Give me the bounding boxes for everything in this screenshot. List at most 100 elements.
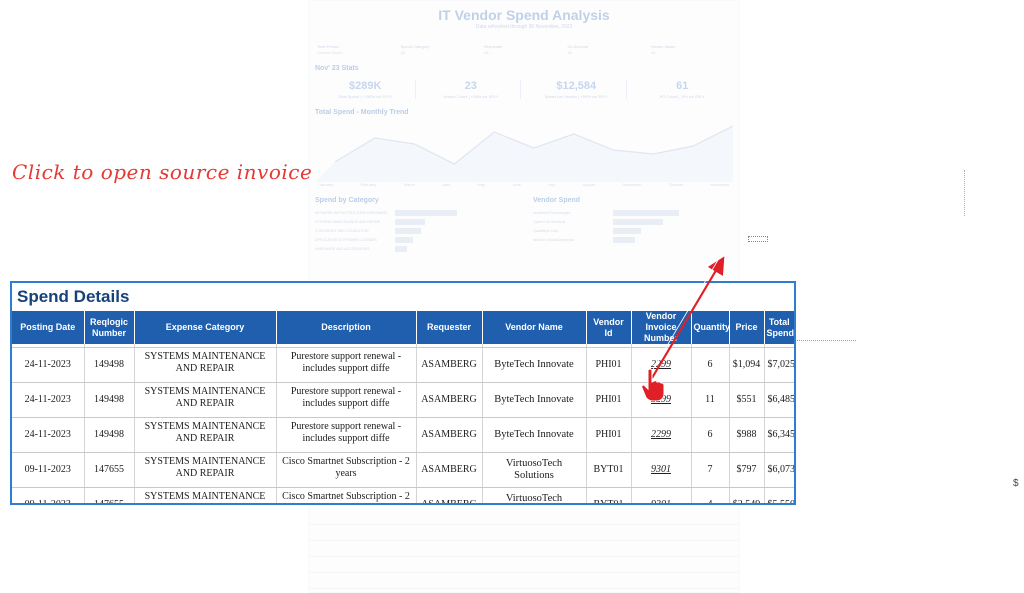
vendor-name-cell: ByteTech Innovate [482, 417, 587, 453]
filter-label: Time Period [317, 44, 339, 49]
table-row [309, 509, 739, 525]
column-header-price[interactable]: Price [729, 311, 765, 344]
quantity-cell: 11 [691, 382, 730, 418]
category-bar [395, 245, 407, 252]
dashboard-subtitle: Data refreshed through 30 November, 2023 [475, 24, 573, 30]
column-header-description[interactable]: Description [276, 311, 417, 344]
filter-value: Current Month [317, 50, 343, 55]
column-header-total-spend[interactable]: Total Spend [764, 311, 794, 344]
description-cell: Purestore support renewal - includes sup… [276, 382, 417, 418]
column-header-expense-category[interactable]: Expense Category [134, 311, 277, 344]
description-cell: Purestore support renewal - includes sup… [276, 347, 417, 383]
kpi-value: 23 [464, 80, 477, 92]
filter-value: All [400, 50, 405, 55]
category-bar-row[interactable]: APPLICATION SOFTWARE LICENSES [315, 235, 515, 244]
dashboard-title: IT Vendor Spend Analysis [438, 7, 610, 23]
month-label: February [360, 182, 377, 187]
kpi-label: Spend per Vendor | +99% v/s SPLY [544, 94, 608, 99]
vendor-label: InnoWorld Technologies [533, 210, 571, 215]
posting-date-cell: 24-11-2023 [12, 417, 85, 453]
requester-cell: ASAMBERG [416, 452, 483, 488]
filter-label: Requester [484, 44, 503, 49]
description-cell: Cisco Smartnet Subscription - 2 years [276, 452, 417, 488]
filter-value: All [484, 50, 489, 55]
category-bar-row[interactable]: NETWORK INFRASTRUCTURE HARDWARE [315, 208, 515, 217]
vendor-name-cell: ByteTech Innovate [482, 382, 587, 418]
table-row [309, 525, 739, 541]
table-row [309, 557, 739, 573]
column-header-reqlogic-number[interactable]: Reqlogic Number [84, 311, 135, 344]
expense-category-cell: SYSTEMS MAINTENANCE AND REPAIR [134, 487, 277, 503]
posting-date-cell: 24-11-2023 [12, 382, 85, 418]
column-header-requester[interactable]: Requester [416, 311, 483, 344]
stats-title: Nov' 23 Stats [315, 65, 359, 72]
vendor-id-cell: BYT01 [586, 487, 632, 503]
vendor-bar [613, 209, 679, 216]
category-bar [395, 209, 457, 216]
vendor-bar-row[interactable]: InnoWorld Technologies [533, 208, 733, 217]
reqlogic-number-cell: 149498 [84, 382, 135, 418]
filter-bar: Time Period Current Month Spend Category Al… [309, 30, 739, 55]
requester-cell: ASAMBERG [416, 382, 483, 418]
trend-months: January February March April May June July Augu… [309, 182, 739, 187]
total-spend-cell: $6,073 [764, 452, 794, 488]
filter-label: Spend Category [400, 44, 430, 49]
category-title: Spend by Category [315, 197, 379, 204]
requester-cell: ASAMBERG [416, 417, 483, 453]
month-label: January [319, 182, 334, 187]
filter-value: All [567, 50, 572, 55]
vendor-bar-row[interactable]: CyberCore Solutions [533, 217, 733, 226]
category-label: HARDWARE AND ACCESSORIES [315, 246, 370, 251]
column-header-vendor-name[interactable]: Vendor Name [482, 311, 587, 344]
filter-3[interactable]: GL Account All [568, 44, 648, 55]
vendor-id-cell: PHI01 [586, 347, 632, 383]
category-bar-row[interactable]: IT ADVISORY AND CONSULTING [315, 226, 515, 235]
vendor-bar-row[interactable]: NextGen Global Dynamics [533, 235, 733, 244]
vendor-bar [613, 227, 641, 234]
table-row[interactable]: 24-11-2023 149498 SYSTEMS MAINTENANCE AND … [12, 417, 794, 453]
category-bar-row[interactable]: SYSTEMS MAINTENANCE AND REPAIR [315, 217, 515, 226]
quantity-cell: 7 [691, 452, 730, 488]
spend-details-table: Posting Date Reqlogic Number Expense Cat… [12, 311, 794, 503]
column-header-quantity[interactable]: Quantity [691, 311, 730, 344]
category-bar-row[interactable]: HARDWARE AND ACCESSORIES [315, 244, 515, 253]
invoice-number-link[interactable]: 9301 [631, 452, 692, 488]
trend-title: Total Spend - Monthly Trend [315, 109, 409, 116]
table-row[interactable]: 24-11-2023 149498 SYSTEMS MAINTENANCE AND … [12, 347, 794, 383]
filter-2[interactable]: Requester All [484, 44, 564, 55]
total-spend-cell: $6,345 [764, 417, 794, 453]
annotation-text: Click to open source invoice [12, 160, 313, 184]
category-label: APPLICATION SOFTWARE LICENSES [315, 237, 377, 242]
expense-category-cell: SYSTEMS MAINTENANCE AND REPAIR [134, 452, 277, 488]
table-row[interactable]: 24-11-2023 149498 SYSTEMS MAINTENANCE AND … [12, 382, 794, 418]
month-label: October [669, 182, 684, 187]
trend-chart-svg [315, 125, 734, 182]
vendor-bar-row[interactable]: QuantByte Corp [533, 226, 733, 235]
reqlogic-number-cell: 149498 [84, 347, 135, 383]
column-header-posting-date[interactable]: Posting Date [12, 311, 85, 344]
invoice-number-link[interactable]: 2299 [631, 417, 692, 453]
month-label: May [477, 182, 485, 187]
description-cell: Purestore support renewal - includes sup… [276, 417, 417, 453]
spend-details-panel: Spend Details Posting Date Reqlogic Numb… [10, 281, 796, 505]
kpi-strip: $289K Total Spend | +155% v/s SPLY 23 Vendo… [309, 72, 739, 99]
category-label: SYSTEMS MAINTENANCE AND REPAIR [315, 219, 381, 224]
invoice-number-link[interactable]: 9301 [631, 487, 692, 503]
reqlogic-number-cell: 147655 [84, 452, 135, 488]
posting-date-cell: 24-11-2023 [12, 347, 85, 383]
kpi-card: 61 PO Count | -9% v/s SPLY [632, 80, 732, 99]
month-label: April [442, 182, 451, 187]
filter-0[interactable]: Time Period Current Month [317, 44, 397, 55]
filter-1[interactable]: Spend Category All [401, 44, 481, 55]
filter-4[interactable]: Vendor Name All [651, 44, 731, 55]
reqlogic-number-cell: 149498 [84, 417, 135, 453]
column-header-vendor-invoice-number[interactable]: Vendor Invoice Number [631, 311, 692, 344]
column-header-vendor-id[interactable]: Vendor Id [586, 311, 632, 344]
price-cell: $551 [729, 382, 765, 418]
kpi-card: $12,584 Spend per Vendor | +99% v/s SPLY [527, 80, 627, 99]
total-spend-cell: $5,550 [764, 487, 794, 503]
price-cell: $797 [729, 452, 765, 488]
kpi-value: $289K [349, 80, 382, 92]
